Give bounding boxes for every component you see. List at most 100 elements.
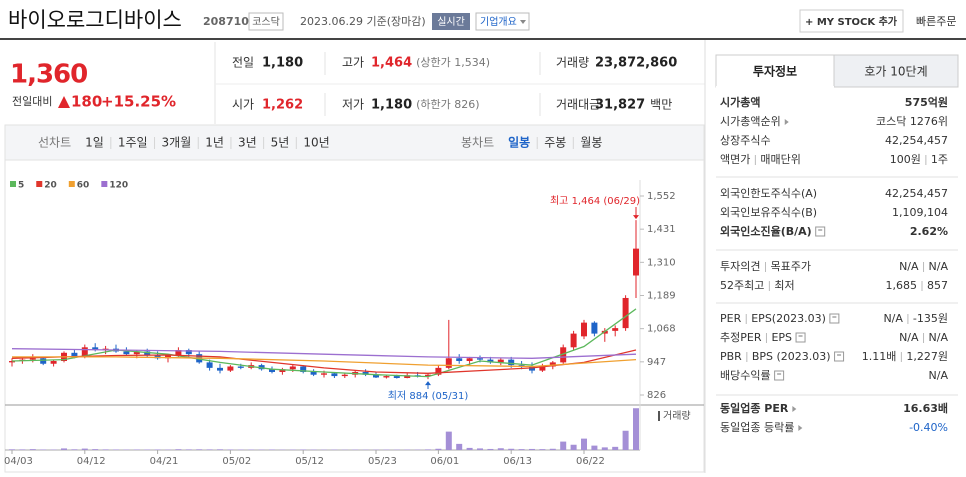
- info-value: N/A: [929, 260, 949, 273]
- x-tick-label: 04/03: [4, 456, 33, 467]
- candle-body: [30, 358, 36, 359]
- candle-body: [40, 358, 46, 363]
- info-value: N/A: [929, 331, 949, 344]
- info-value: 575억원: [905, 95, 948, 109]
- help-icon[interactable]: [835, 352, 844, 361]
- volume-bar: [9, 449, 15, 450]
- period-tab[interactable]: 일봉: [508, 136, 530, 150]
- summary-label: 거래량: [556, 56, 589, 70]
- x-tick-label: 06/13: [503, 456, 532, 467]
- candle-body: [394, 376, 400, 378]
- period-tab[interactable]: 1주일: [118, 136, 148, 150]
- info-value: 42,254,457: [885, 134, 948, 147]
- candle-body: [623, 298, 629, 328]
- mystock[interactable]: + MY STOCK 추가: [805, 15, 898, 28]
- info-value: 42,254,457: [885, 187, 948, 200]
- volume-bar: [550, 449, 556, 450]
- volume-bar: [155, 449, 161, 450]
- summary-label: 거래대금: [556, 98, 600, 112]
- volume-bar: [71, 449, 77, 450]
- legend-label: 60: [77, 181, 90, 191]
- info-value: N/A: [899, 260, 919, 273]
- tab-label[interactable]: 호가 10단계: [864, 65, 927, 79]
- candle-body: [477, 358, 483, 359]
- x-tick-label: 04/21: [150, 456, 179, 467]
- info-label: 매매단위: [760, 153, 800, 166]
- candle-body: [456, 358, 462, 361]
- volume-bar: [217, 449, 223, 450]
- volume-bar: [269, 449, 275, 450]
- legend-swatch: [36, 181, 42, 187]
- info-label: 외국인한도주식수(A): [720, 187, 817, 200]
- volume-bar: [456, 444, 462, 450]
- candle-body: [446, 358, 452, 368]
- overview[interactable]: 기업개요: [480, 15, 517, 28]
- candle-body: [207, 362, 213, 367]
- change-rate: +15.25%: [101, 93, 176, 111]
- candle-body: [51, 361, 57, 364]
- up-triangle: [58, 96, 70, 108]
- volume-bar: [19, 449, 25, 450]
- info-label: BPS (2023.03): [752, 350, 831, 363]
- info-label: 최저: [774, 279, 794, 292]
- summary-note: (하한가 826): [416, 97, 479, 111]
- x-tick-label: 05/12: [295, 456, 324, 467]
- volume-bar: [539, 449, 545, 450]
- volume-bar: [591, 446, 597, 450]
- base-date: 2023.06.29 기준(장마감): [300, 15, 426, 28]
- summary-label: 저가: [342, 98, 364, 112]
- help-icon[interactable]: [796, 333, 805, 342]
- period-tab[interactable]: 주봉: [544, 136, 566, 150]
- info-label: 동일업종 등락률: [720, 420, 794, 434]
- period-tab[interactable]: 10년: [303, 136, 329, 150]
- volume-bar: [487, 449, 493, 450]
- info-value: N/A: [899, 331, 919, 344]
- candle-body: [227, 366, 233, 370]
- candle-body: [342, 375, 348, 376]
- change: 180: [71, 93, 102, 111]
- period-tab[interactable]: 1년: [205, 136, 224, 150]
- volume-bar: [196, 449, 202, 450]
- period-tab[interactable]: 3년: [238, 136, 257, 150]
- volume-bar: [61, 448, 67, 450]
- help-icon[interactable]: [816, 227, 825, 236]
- realtime[interactable]: 실시간: [437, 16, 465, 28]
- info-label: 시가총액: [720, 95, 760, 109]
- info-value: -135원: [913, 312, 948, 325]
- candle-body: [217, 368, 223, 371]
- info-value: 2.62%: [910, 225, 948, 238]
- tab-label[interactable]: 투자정보: [753, 64, 797, 79]
- volume-bar: [300, 449, 306, 450]
- quick-order[interactable]: 빠른주문: [916, 15, 956, 28]
- volume-bar: [519, 449, 525, 450]
- x-tick-label: 06/01: [430, 456, 459, 467]
- volume-bar: [227, 449, 233, 450]
- arrow-icon[interactable]: [785, 119, 789, 125]
- summary-value: 1,262: [262, 98, 303, 113]
- candle-body: [508, 360, 514, 365]
- info-value: -0.40%: [909, 421, 948, 434]
- period-tab[interactable]: 3개월: [162, 136, 192, 150]
- volume-bar: [30, 449, 36, 450]
- candle-body: [581, 323, 587, 337]
- candle-body: [321, 373, 327, 374]
- period-tab[interactable]: 5년: [271, 136, 290, 150]
- period-tab[interactable]: 월봉: [580, 136, 602, 150]
- help-icon[interactable]: [830, 314, 839, 323]
- info-value: 100원: [890, 153, 921, 166]
- help-icon[interactable]: [775, 371, 784, 380]
- volume-bar: [498, 448, 504, 450]
- candle-body: [591, 323, 597, 334]
- volume-bar: [633, 408, 639, 450]
- period-tab[interactable]: 1일: [85, 136, 104, 150]
- arrow-icon[interactable]: [792, 406, 796, 412]
- info-label: PBR: [720, 350, 742, 363]
- candle-body: [571, 334, 577, 348]
- arrow-icon[interactable]: [798, 425, 802, 431]
- tab-heading: 선차트: [38, 136, 71, 150]
- y-tick-label: 1,552: [647, 191, 676, 202]
- volume-bar: [40, 449, 46, 450]
- info-label: 외국인보유주식수(B): [720, 206, 817, 219]
